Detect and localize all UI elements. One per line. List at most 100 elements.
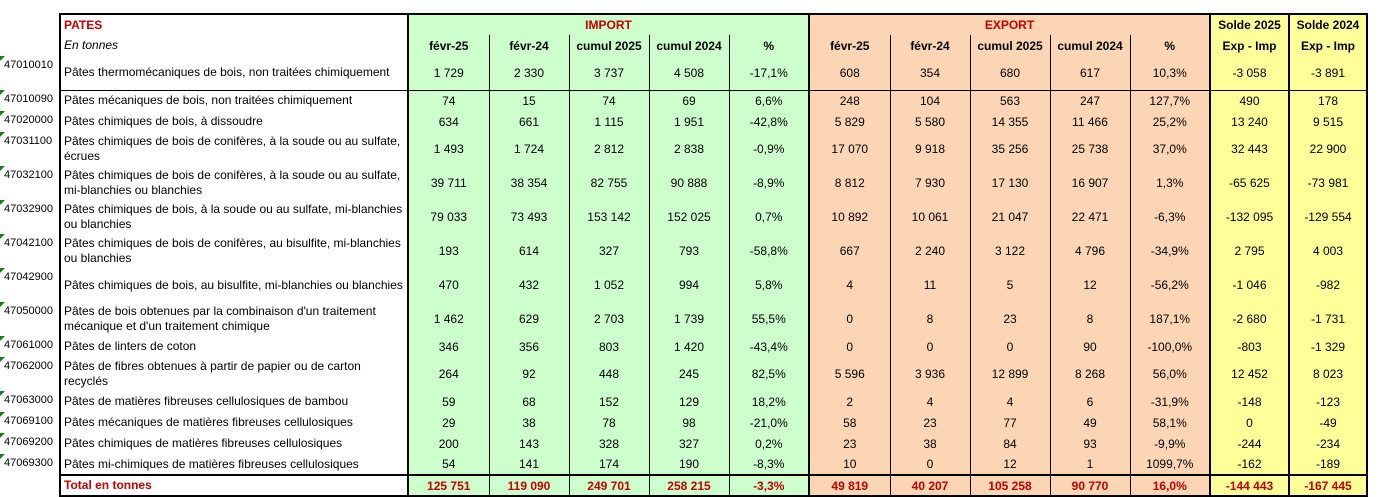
table-row: 47020000 Pâtes chimiques de bois, à disso… [0, 111, 1368, 132]
export-value: 25 738 [1049, 132, 1131, 166]
table-row: 47061000 Pâtes de linters de coton 346 356 8… [0, 336, 1368, 357]
error-indicator-icon [0, 336, 5, 341]
solde-2024-value: -3 891 [1288, 56, 1368, 91]
export-value: 1 [1049, 454, 1131, 475]
export-value: 21 047 [969, 200, 1051, 234]
solde-2025-value: 13 240 [1209, 111, 1290, 132]
export-value: 58,1% [1129, 412, 1211, 433]
import-value: 74 [568, 90, 650, 111]
product-label: Pâtes de linters de coton [59, 336, 409, 357]
solde-2024-value: 8 023 [1288, 357, 1368, 391]
solde-2024-value: -189 [1288, 454, 1368, 475]
export-value: 84 [969, 433, 1051, 454]
export-value: 23 [889, 412, 971, 433]
export-value: 617 [1049, 56, 1131, 91]
export-value: 248 [808, 90, 891, 111]
export-value: 56,0% [1129, 357, 1211, 391]
solde-2025-value: -132 095 [1209, 200, 1290, 234]
product-label: Pâtes chimiques de bois de conifères, à … [59, 132, 409, 166]
export-value: 354 [889, 56, 971, 91]
error-indicator-icon [0, 90, 5, 95]
export-value: 22 471 [1049, 200, 1131, 234]
error-indicator-icon [0, 412, 5, 417]
table-row: 47050000 Pâtes de bois obtenues par la co… [0, 302, 1368, 336]
import-value: 5,8% [728, 268, 810, 302]
export-value: 12 [969, 454, 1051, 475]
import-value: 90 888 [648, 166, 730, 200]
product-code-text: 47063000 [4, 394, 53, 406]
product-label: Pâtes mécaniques de bois, non traitées c… [59, 90, 409, 111]
import-value: 82 755 [568, 166, 650, 200]
import-value: 68 [488, 391, 570, 412]
export-value: 247 [1049, 90, 1131, 111]
export-value: 5 [969, 268, 1051, 302]
import-value: 92 [488, 357, 570, 391]
solde-2024-subheader: Exp - Imp [1288, 35, 1368, 56]
export-value: 49 [1049, 412, 1131, 433]
import-col-cumul2025: cumul 2025 [568, 35, 650, 56]
export-col-cumul2025: cumul 2025 [969, 35, 1051, 56]
solde-2024-value: -1 329 [1288, 336, 1368, 357]
total-import-value: 249 701 [568, 474, 650, 497]
import-value: 328 [568, 433, 650, 454]
solde-2025-value: -803 [1209, 336, 1290, 357]
solde-2025-value: 2 795 [1209, 234, 1290, 268]
solde-2025-value: 12 452 [1209, 357, 1290, 391]
product-code-text: 47010010 [4, 59, 53, 71]
solde-2025-value: -65 625 [1209, 166, 1290, 200]
export-value: -34,9% [1129, 234, 1211, 268]
import-value: 152 025 [648, 200, 730, 234]
solde-2025-value: 0 [1209, 412, 1290, 433]
error-indicator-icon [0, 454, 5, 459]
export-value: 104 [889, 90, 971, 111]
solde-2025-value: -2 680 [1209, 302, 1290, 336]
total-import-value: 258 215 [648, 474, 730, 497]
import-value: 98 [648, 412, 730, 433]
import-value: 634 [407, 111, 490, 132]
product-code-text: 47032100 [4, 169, 53, 181]
import-value: 1 420 [648, 336, 730, 357]
product-code: 47042100 [0, 234, 60, 268]
product-label: Pâtes thermomécaniques de bois, non trai… [59, 56, 409, 91]
import-col-pct: % [728, 35, 810, 56]
export-value: -56,2% [1129, 268, 1211, 302]
export-value: 90 [1049, 336, 1131, 357]
export-col-feb25: févr-25 [808, 35, 891, 56]
error-indicator-icon [0, 234, 5, 239]
import-value: 38 354 [488, 166, 570, 200]
import-value: 78 [568, 412, 650, 433]
import-value: 38 [488, 412, 570, 433]
header-row-2: En tonnes févr-25 févr-24 cumul 2025 cum… [0, 35, 1368, 56]
table-row: 47042100 Pâtes chimiques de bois de conif… [0, 234, 1368, 268]
product-label: Pâtes de bois obtenues par la combinaiso… [59, 302, 409, 336]
import-value: 1 115 [568, 111, 650, 132]
product-label: Pâtes de matières fibreuses cellulosique… [59, 391, 409, 412]
product-code-text: 47061000 [4, 339, 53, 351]
export-value: 23 [969, 302, 1051, 336]
solde-2024-header: Solde 2024 [1288, 13, 1368, 35]
export-value: 6 [1049, 391, 1131, 412]
product-code: 47069200 [0, 433, 60, 454]
table-row: 47032900 Pâtes chimiques de bois, à la so… [0, 200, 1368, 234]
product-code-text: 47042100 [4, 237, 53, 249]
import-value: 470 [407, 268, 490, 302]
import-value: 59 [407, 391, 490, 412]
import-value: 82,5% [728, 357, 810, 391]
export-value: 35 256 [969, 132, 1051, 166]
import-value: 994 [648, 268, 730, 302]
export-value: -100,0% [1129, 336, 1211, 357]
import-value: 1 493 [407, 132, 490, 166]
import-value: -17,1% [728, 56, 810, 91]
export-value: 680 [969, 56, 1051, 91]
table-row: 47010010 Pâtes thermomécaniques de bois, … [0, 56, 1368, 91]
solde-2024-value: -49 [1288, 412, 1368, 433]
error-indicator-icon [0, 166, 5, 171]
product-code-text: 47031100 [4, 135, 53, 147]
product-code-text: 47032900 [4, 203, 53, 215]
solde-2025-value: -3 058 [1209, 56, 1290, 91]
table-row: 47063000 Pâtes de matières fibreuses cell… [0, 391, 1368, 412]
import-value: 190 [648, 454, 730, 475]
total-export-value: 40 207 [889, 474, 971, 497]
export-value: 0 [808, 336, 891, 357]
error-indicator-icon [0, 132, 5, 137]
